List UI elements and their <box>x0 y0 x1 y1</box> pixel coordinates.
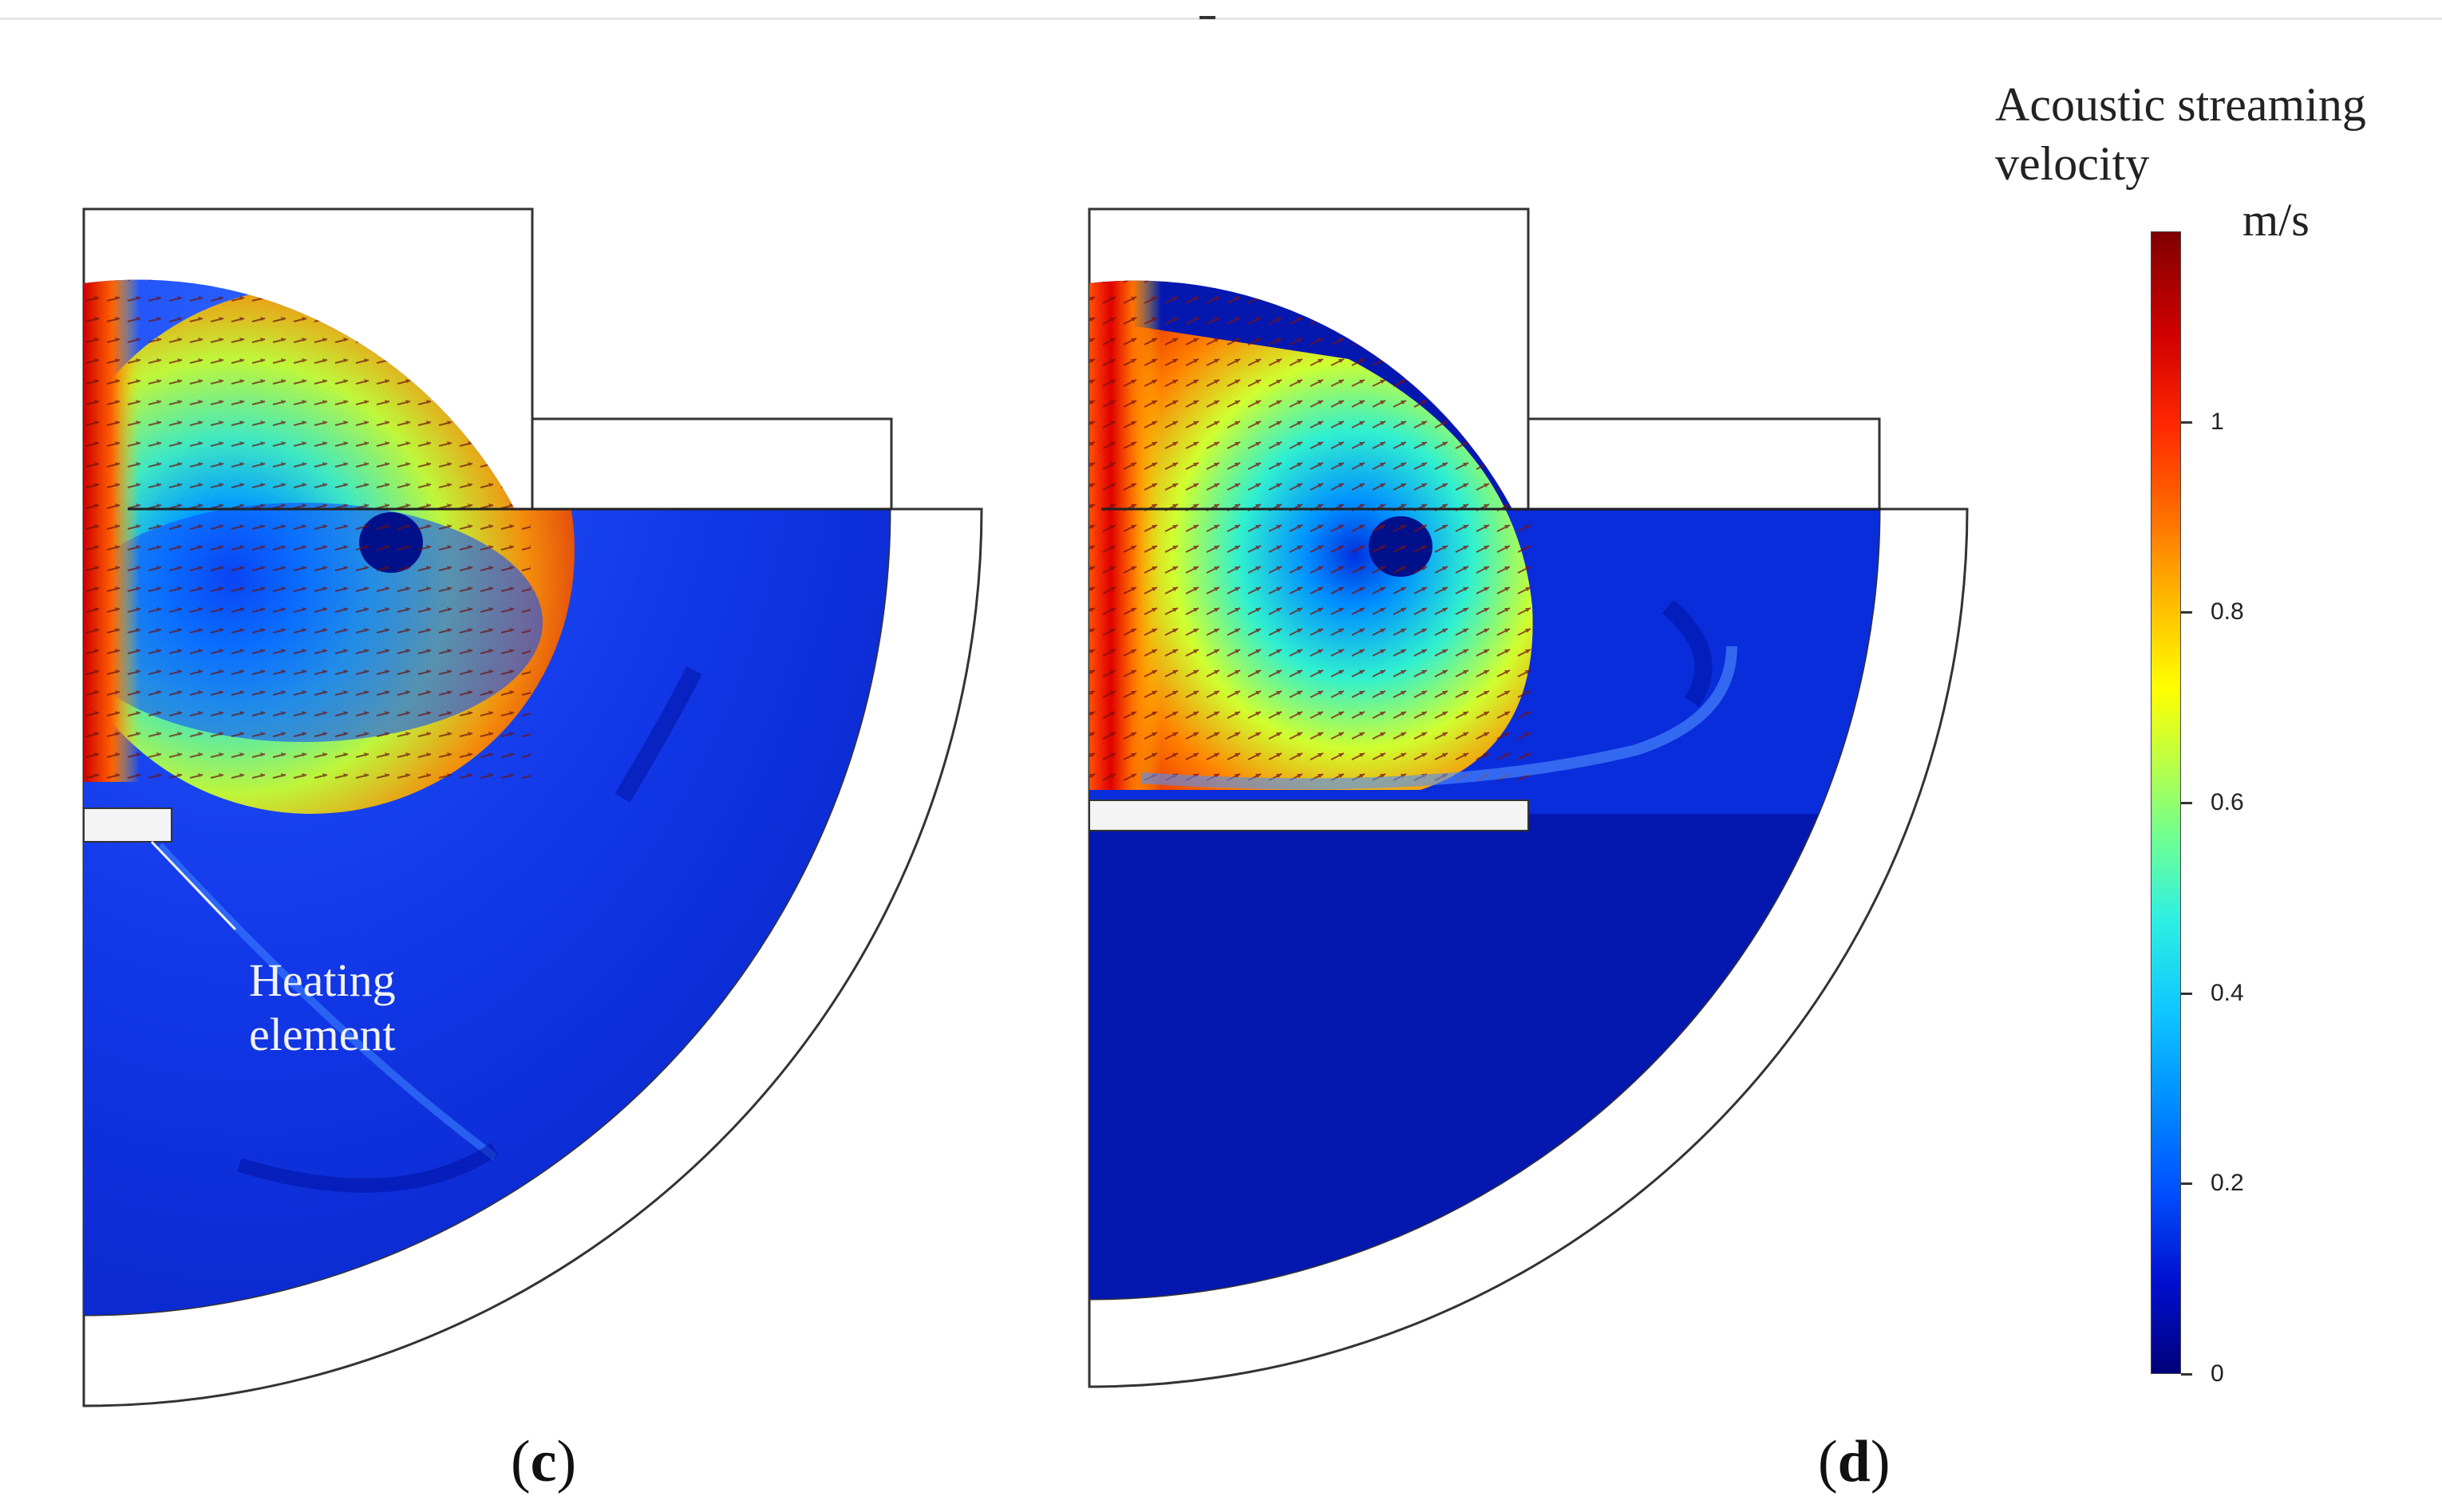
colorbar-tick-label: 0.6 <box>2211 789 2244 815</box>
colorbar-tick <box>2181 611 2192 614</box>
panel-label-c: (c) <box>511 1428 576 1496</box>
label-c-letter: c <box>530 1429 557 1494</box>
colorbar-tick <box>2181 992 2192 995</box>
colorbar-title: Acoustic streaming velocity <box>1995 75 2366 193</box>
colorbar-tick-label: 0 <box>2211 1360 2224 1387</box>
panel-c-geometry <box>82 207 983 1407</box>
label-d-letter: d <box>1837 1429 1871 1494</box>
panel-label-d: (d) <box>1818 1428 1890 1496</box>
heating-element-annotation: Heating element <box>249 953 396 1062</box>
colorbar-tick-label: 0.2 <box>2211 1170 2244 1197</box>
label-c-open: ( <box>511 1429 531 1494</box>
colorbar-tick-label: 0.8 <box>2211 598 2244 626</box>
label-d-open: ( <box>1818 1429 1838 1494</box>
colorbar-title-line-1: Acoustic streaming <box>1995 78 2366 131</box>
annotation-line-1: Heating <box>249 954 396 1006</box>
colorbar-tick-label: 1 <box>2211 408 2224 435</box>
top-divider <box>0 18 2442 20</box>
colorbar <box>2151 231 2181 1374</box>
colorbar-unit: m/s <box>2242 194 2310 246</box>
colorbar-title-line-2: velocity <box>1995 137 2150 190</box>
label-c-close: ) <box>556 1429 577 1494</box>
colorbar-tick <box>2181 1373 2192 1376</box>
annotation-line-2: element <box>249 1009 396 1060</box>
panel-d-geometry <box>1088 207 1969 1388</box>
colorbar-tick-label: 0.4 <box>2211 979 2244 1006</box>
colorbar-tick <box>2181 420 2192 424</box>
colorbar-tick <box>2181 802 2192 804</box>
top-mark <box>1199 16 1215 19</box>
label-d-close: ) <box>1870 1429 1891 1494</box>
colorbar-tick <box>2181 1182 2192 1186</box>
